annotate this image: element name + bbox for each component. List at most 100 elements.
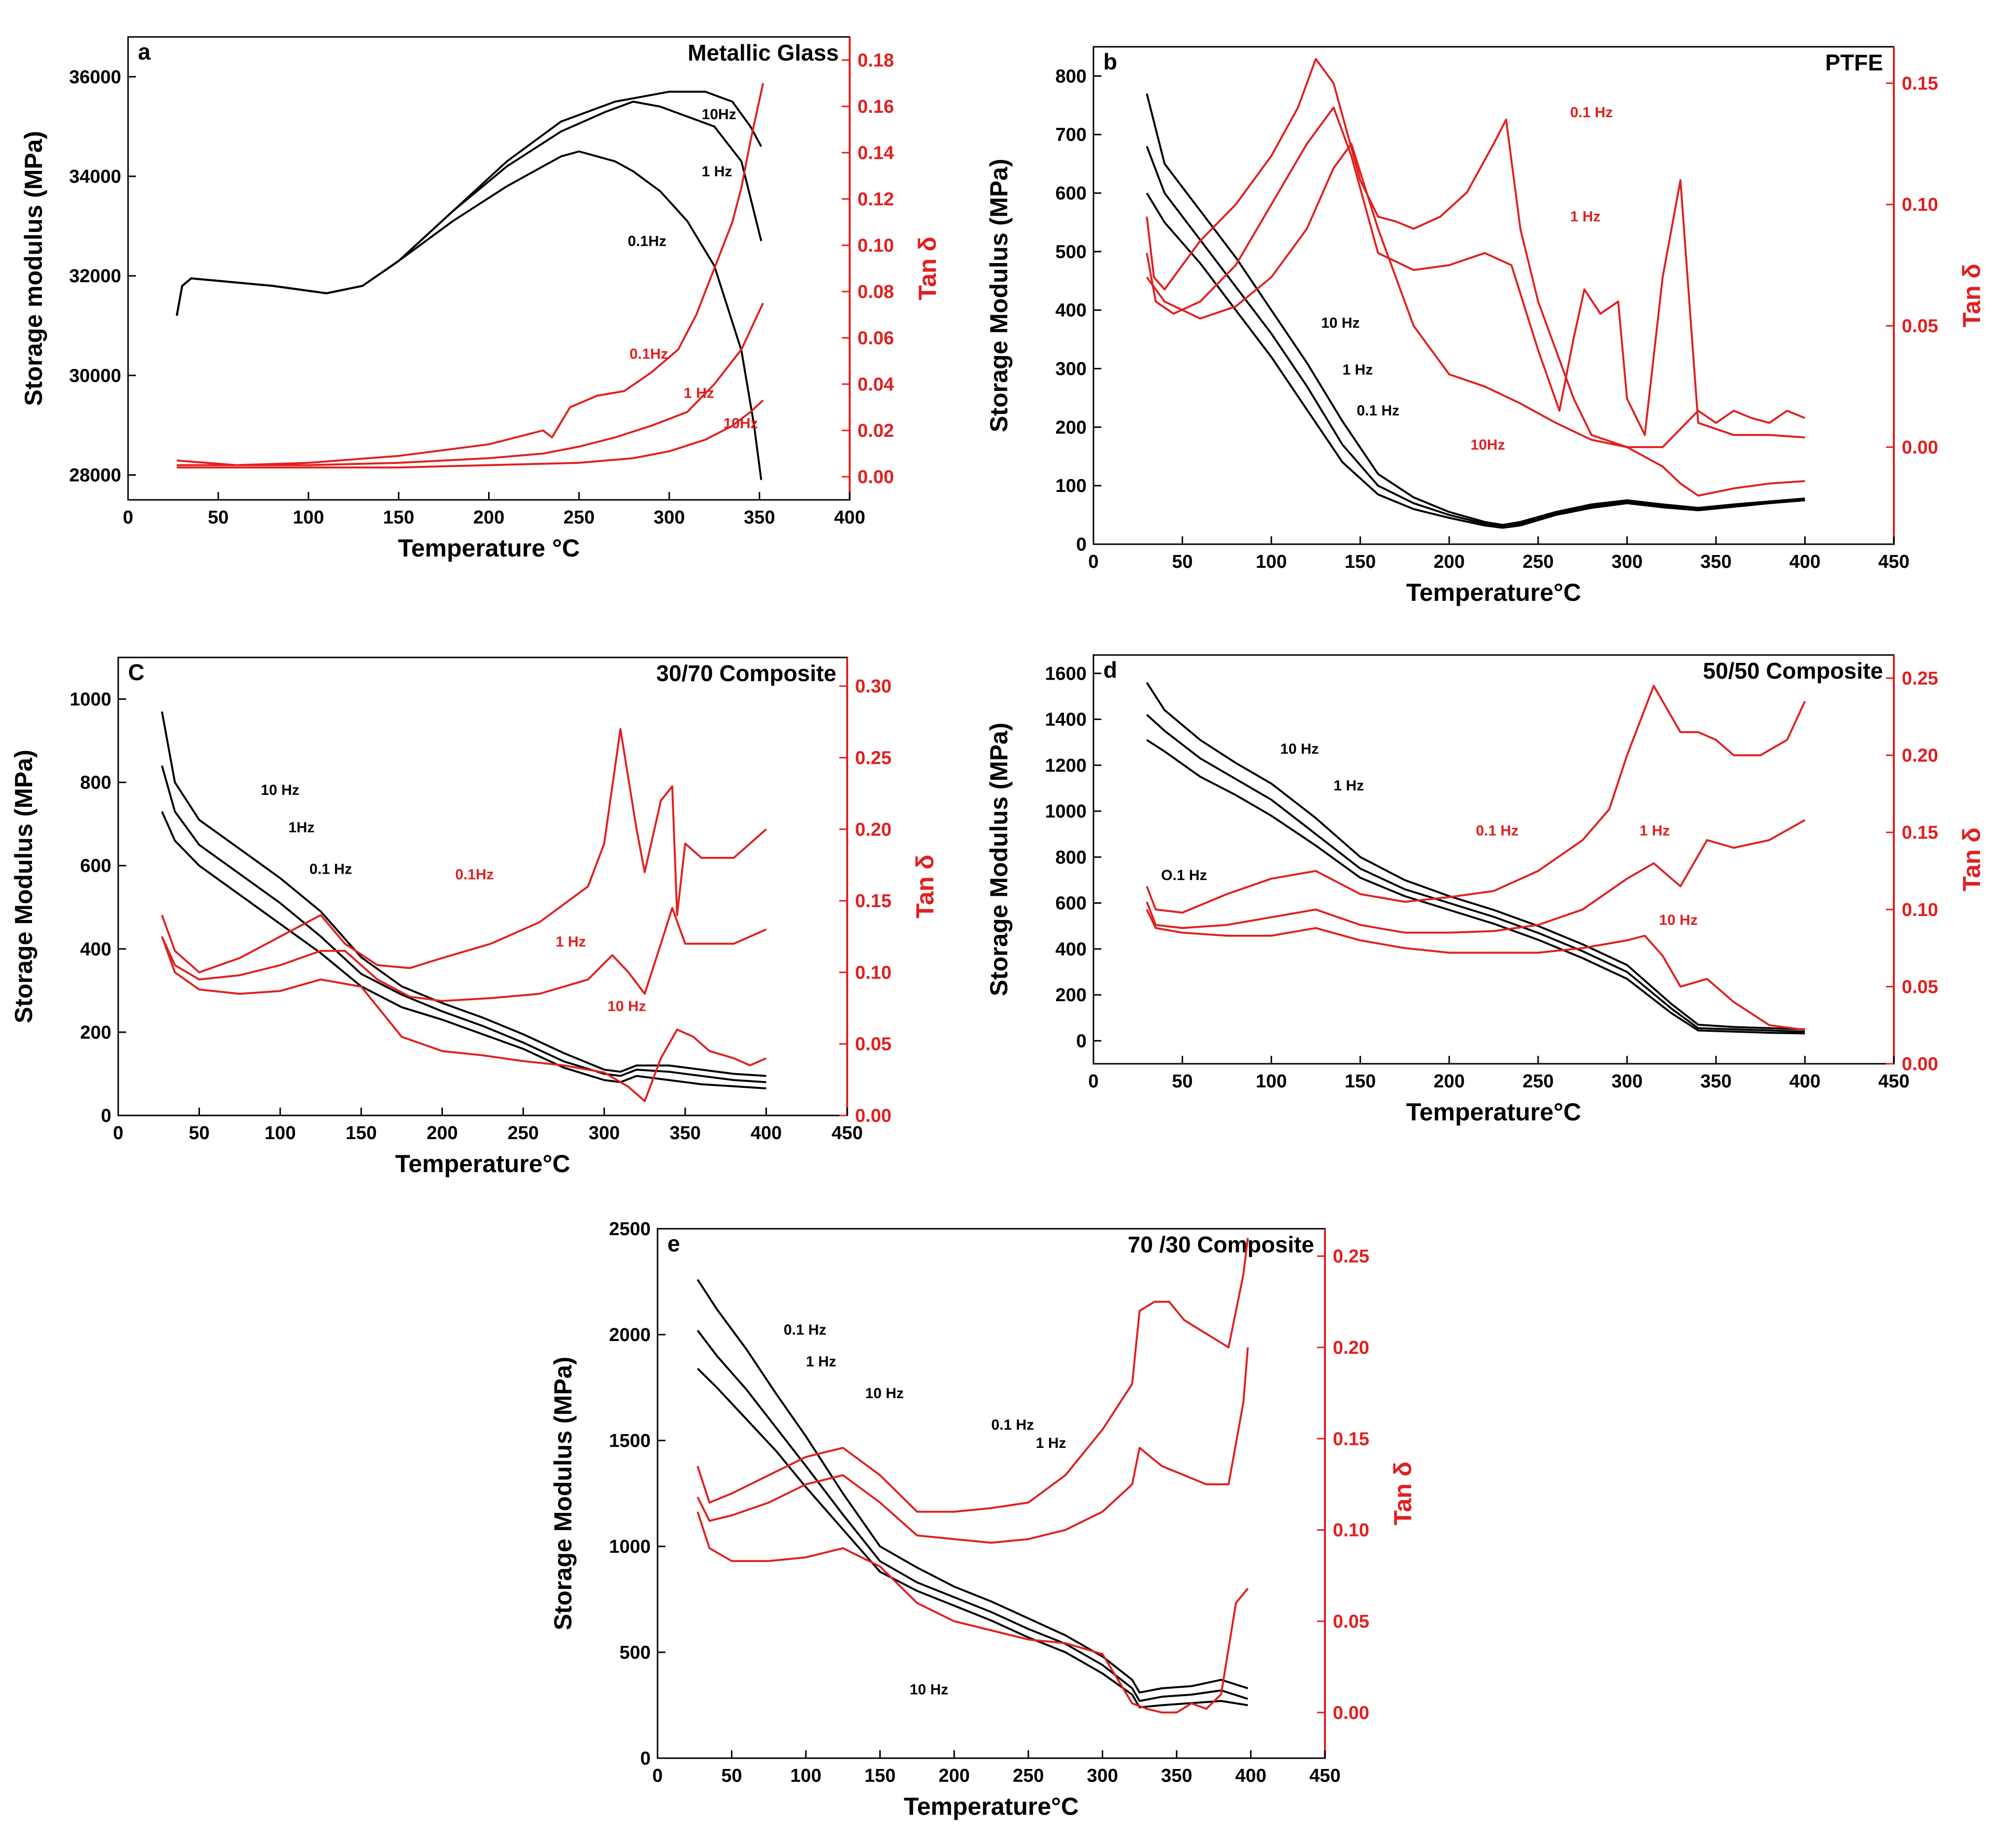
panel-letter: a (138, 39, 151, 65)
y2-tick-label: 0.12 (858, 189, 894, 210)
y-tick-label: 1000 (609, 1537, 651, 1557)
y2-tick-label: 0.00 (1902, 437, 1938, 458)
series-annotation: 1 Hz (1334, 778, 1364, 794)
y2-tick-label: 0.10 (1902, 900, 1938, 920)
storage-modulus-series-10hz (175, 91, 762, 316)
y-axis-title: Storage Modulus (MPa) (549, 1357, 577, 1631)
y-tick-label: 800 (80, 773, 111, 793)
storage-modulus-series-10hz (1146, 682, 1805, 1031)
y2-tick-label: 0.10 (855, 962, 892, 983)
y-tick-label: 500 (1056, 242, 1087, 262)
y-tick-label: 200 (80, 1022, 111, 1043)
x-tick-label: 100 (1256, 552, 1287, 572)
storage-modulus-series-10hz (161, 711, 766, 1077)
y2-tick-label: 0.08 (858, 282, 894, 302)
y-tick-label: 1400 (1045, 710, 1087, 730)
series-annotation: 1Hz (288, 819, 314, 836)
y-tick-label: 200 (1056, 985, 1087, 1006)
panel-d: 0 50 100 150 200 250 300 350 400 450 0 200 400 600 800… (985, 654, 1985, 1126)
tan-delta-series-0.1hz (696, 1238, 1249, 1513)
panel-letter: d (1103, 657, 1117, 683)
y2-tick-label: 0.02 (858, 421, 894, 441)
x-tick-label: 450 (1309, 1766, 1340, 1786)
series-annotation: 1 Hz (1343, 361, 1373, 378)
y2-tick-label: 0.15 (1902, 73, 1938, 94)
x-tick-label: 250 (508, 1123, 539, 1144)
series-annotation: 0.1 Hz (784, 1322, 826, 1338)
y-tick-label: 34000 (69, 166, 121, 187)
series-annotation: 0.1 Hz (1356, 403, 1399, 419)
x-tick-label: 300 (589, 1123, 620, 1144)
tan-delta-series-1hz (161, 907, 767, 1002)
x-tick-label: 400 (1789, 552, 1820, 572)
series-annotation: O.1 Hz (1161, 867, 1207, 884)
y2-tick-label: 0.04 (858, 374, 894, 395)
x-tick-label: 400 (834, 507, 865, 528)
y-axis-title: Storage Modulus (MPa) (10, 750, 37, 1023)
series-annotation: 1 Hz (684, 385, 714, 401)
y2-tick-label: 0.10 (858, 235, 894, 256)
y2-tick-label: 0.05 (1902, 977, 1938, 997)
y-tick-label: 400 (1056, 300, 1087, 321)
panel-title: Metallic Glass (688, 40, 839, 66)
y-tick-label: 600 (80, 856, 111, 877)
y2-tick-label: 0.06 (858, 328, 894, 349)
y-tick-label: 32000 (69, 266, 121, 287)
y2-tick-label: 0.05 (855, 1034, 892, 1055)
x-tick-label: 200 (1434, 552, 1465, 572)
y-tick-label: 600 (1056, 183, 1087, 204)
tan-delta-series-1hz (1146, 106, 1805, 439)
x-tick-label: 50 (208, 507, 229, 528)
series-annotation: 10 Hz (607, 998, 646, 1015)
panel-title: PTFE (1825, 50, 1883, 75)
series-annotation: 1 Hz (702, 164, 732, 180)
x-axis-title: Temperature °C (398, 534, 580, 562)
storage-modulus-series-10hz (696, 1368, 1248, 1708)
y-tick-label: 700 (1056, 125, 1087, 145)
tan-delta-series-10hz (161, 936, 767, 1102)
x-tick-label: 100 (790, 1766, 821, 1786)
x-tick-label: 100 (264, 1123, 296, 1144)
x-tick-label: 350 (744, 507, 775, 528)
y2-tick-label: 0.20 (855, 819, 892, 840)
y2-tick-label: 0.16 (858, 97, 894, 117)
series-annotation: 1 Hz (1640, 822, 1670, 839)
tan-delta-series-1hz (1146, 819, 1806, 934)
x-tick-label: 0 (123, 507, 133, 528)
x-tick-label: 250 (1013, 1766, 1044, 1786)
series-annotation: 1 Hz (806, 1354, 836, 1370)
y2-tick-label: 0.10 (1333, 1520, 1369, 1541)
x-tick-label: 50 (189, 1123, 209, 1144)
y2-tick-label: 0.18 (858, 50, 894, 71)
series-annotation: 10Hz (724, 415, 758, 431)
tan-delta-series-10hz (176, 399, 764, 469)
x-tick-label: 200 (1434, 1071, 1465, 1092)
x-tick-label: 350 (669, 1123, 700, 1144)
y-tick-label: 36000 (69, 67, 121, 88)
storage-modulus-series-0.1hz (1146, 193, 1805, 529)
panel-C: 0 50 100 150 200 250 300 350 400 450 0 200 400 600 800… (10, 656, 939, 1178)
x-tick-label: 200 (939, 1766, 970, 1786)
storage-modulus-series-1hz (696, 1330, 1249, 1702)
x-tick-label: 300 (1087, 1766, 1118, 1786)
y-tick-label: 0 (101, 1106, 111, 1126)
x-axis-title: Temperature°C (1406, 1098, 1581, 1126)
y-tick-label: 200 (1056, 417, 1087, 438)
x-tick-label: 0 (652, 1766, 662, 1786)
x-tick-label: 0 (113, 1123, 123, 1144)
x-tick-label: 300 (1612, 552, 1643, 572)
x-tick-label: 200 (473, 507, 504, 528)
series-annotation: 0.1 Hz (1476, 822, 1519, 839)
storage-modulus-series-o.1hz (1146, 739, 1805, 1035)
y2-tick-label: 0.20 (1333, 1338, 1369, 1358)
series-annotation: 10 Hz (865, 1385, 904, 1402)
x-tick-label: 400 (1235, 1766, 1266, 1786)
y-tick-label: 800 (1056, 847, 1087, 868)
y-tick-label: 1200 (1045, 755, 1087, 776)
y2-tick-label: 0.15 (1333, 1429, 1369, 1449)
x-tick-label: 200 (427, 1123, 458, 1144)
y-tick-label: 800 (1056, 66, 1087, 87)
series-annotation: 0.1Hz (455, 866, 494, 883)
y-tick-label: 30000 (69, 365, 121, 386)
series-annotation: 10 Hz (1280, 741, 1319, 757)
